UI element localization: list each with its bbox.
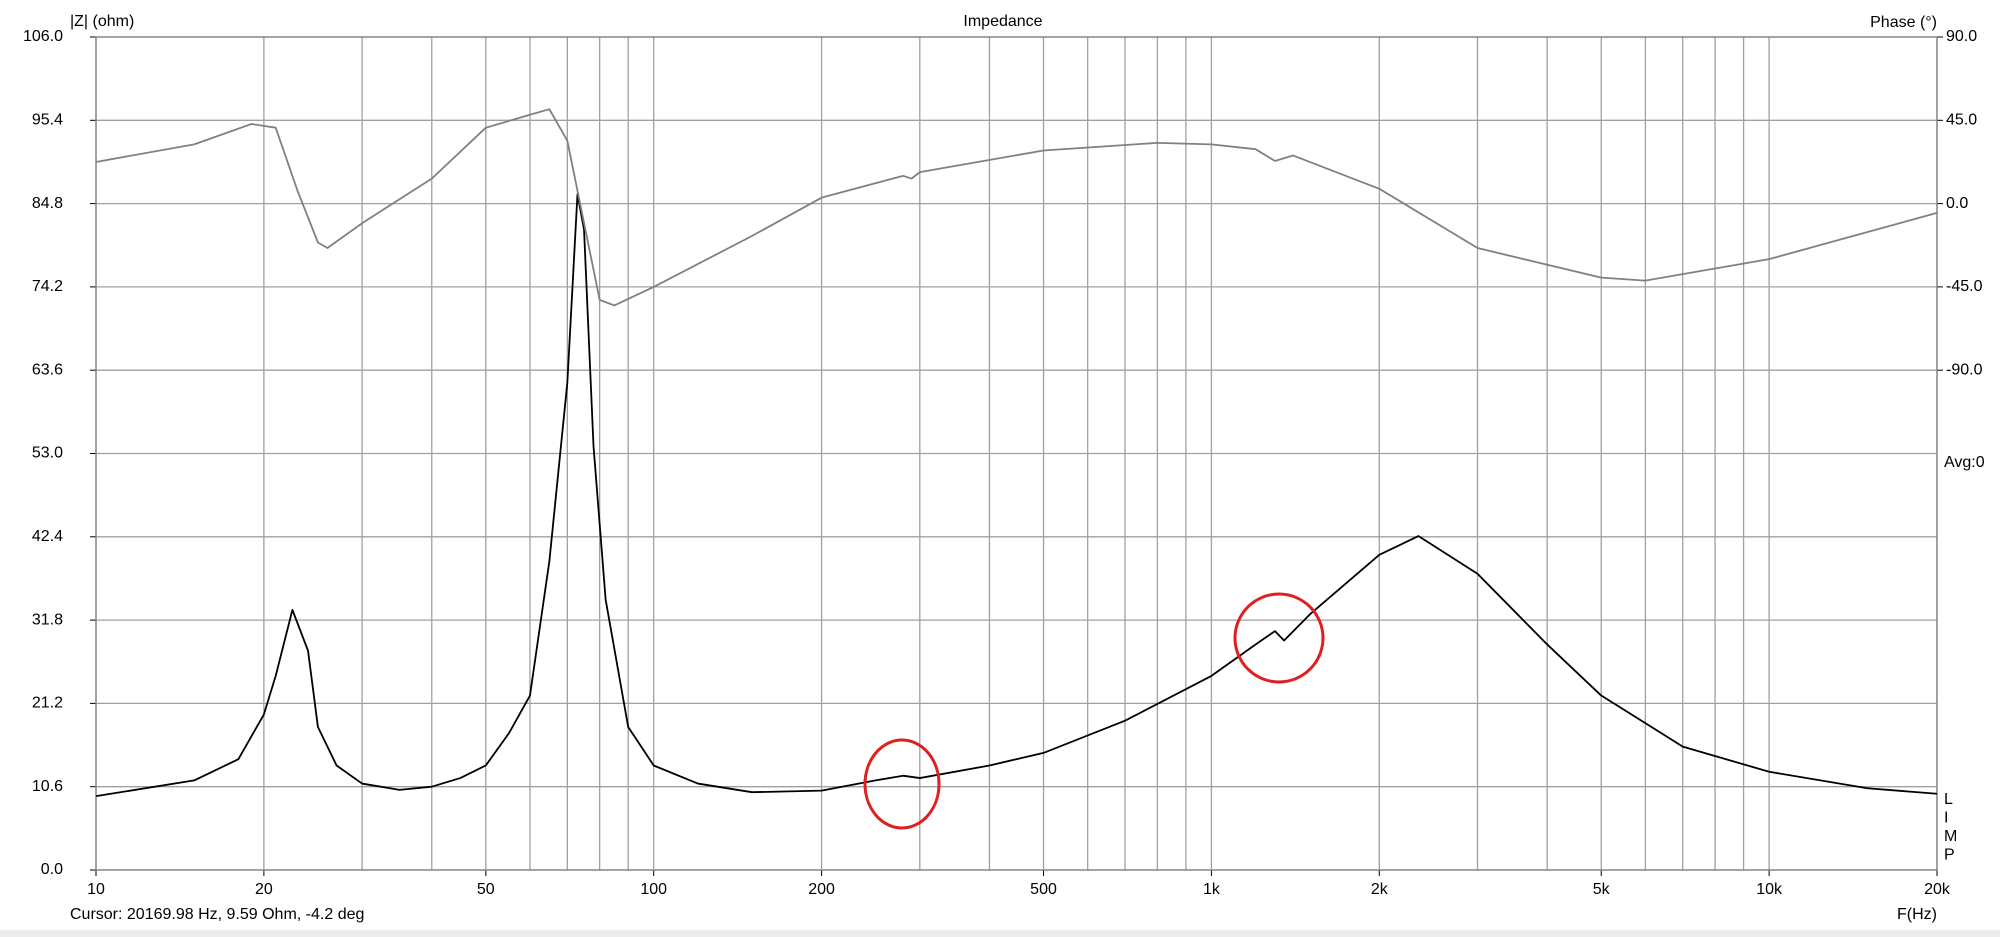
y-tick-label: 84.8 bbox=[32, 195, 63, 212]
y2-tick-label: 0.0 bbox=[1946, 195, 1968, 212]
y-tick-label: 53.0 bbox=[32, 445, 63, 462]
cursor-readout: Cursor: 20169.98 Hz, 9.59 Ohm, -4.2 deg bbox=[70, 906, 364, 923]
x-tick-label: 20k bbox=[1924, 881, 1951, 898]
x-tick-label: 5k bbox=[1593, 881, 1611, 898]
y-tick-label: 10.6 bbox=[32, 778, 63, 795]
phase-line bbox=[95, 108, 1938, 307]
x-tick-label: 1k bbox=[1203, 881, 1221, 898]
y-tick-label: 95.4 bbox=[32, 112, 63, 129]
y-axis-label: |Z| (ohm) bbox=[70, 13, 134, 30]
y2-tick-label: -90.0 bbox=[1946, 361, 1983, 378]
x-axis-label: F(Hz) bbox=[1897, 906, 1937, 923]
average-label: Avg:0 bbox=[1944, 454, 1985, 471]
x-tick-label: 50 bbox=[477, 881, 495, 898]
x-tick-label: 100 bbox=[640, 881, 667, 898]
y-tick-label: 106.0 bbox=[23, 28, 63, 45]
y2-axis-label: Phase (°) bbox=[1870, 14, 1937, 31]
y-tick-label: 63.6 bbox=[32, 361, 63, 378]
side-letter: I bbox=[1944, 810, 1948, 827]
x-tick-label: 500 bbox=[1030, 881, 1057, 898]
y-tick-label: 31.8 bbox=[32, 611, 63, 628]
y-tick-label: 42.4 bbox=[32, 528, 63, 545]
x-tick-label: 20 bbox=[255, 881, 273, 898]
x-tick-label: 2k bbox=[1371, 881, 1389, 898]
y-tick-label: 0.0 bbox=[41, 861, 63, 878]
y2-tick-label: 90.0 bbox=[1946, 28, 1977, 45]
y-tick-label: 21.2 bbox=[32, 695, 63, 712]
x-tick-label: 10 bbox=[87, 881, 105, 898]
y-tick-label: 74.2 bbox=[32, 278, 63, 295]
highlight-circle bbox=[1233, 592, 1325, 684]
chart-title: Impedance bbox=[963, 13, 1042, 30]
highlight-circle bbox=[863, 738, 941, 830]
plot-frame bbox=[95, 36, 1938, 871]
side-letter: L bbox=[1944, 791, 1953, 808]
y2-tick-label: 45.0 bbox=[1946, 112, 1977, 129]
x-tick-label: 200 bbox=[808, 881, 835, 898]
status-strip bbox=[0, 930, 2000, 937]
x-tick-label: 10k bbox=[1756, 881, 1783, 898]
impedance-line bbox=[95, 193, 1938, 798]
side-letter: M bbox=[1944, 828, 1957, 845]
side-letter: P bbox=[1944, 847, 1955, 864]
y2-tick-label: -45.0 bbox=[1946, 278, 1983, 295]
